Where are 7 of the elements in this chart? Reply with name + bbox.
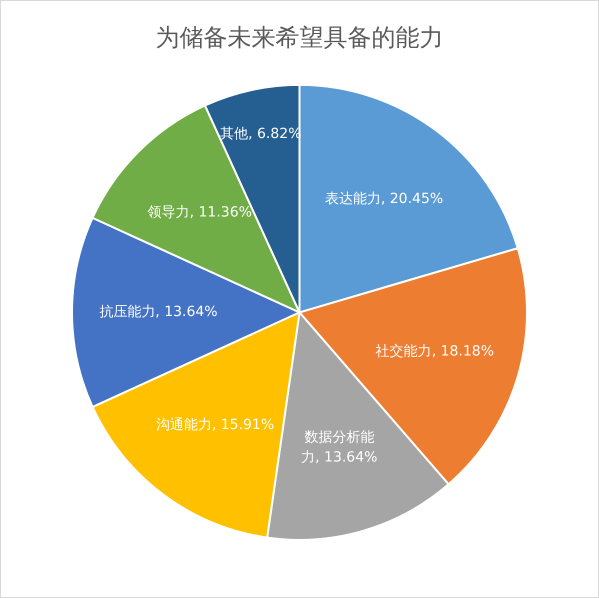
- slice-label: 沟通能力, 15.91%: [156, 416, 274, 433]
- slice-label: 领导力, 11.36%: [148, 204, 252, 220]
- slice-label: 社交能力, 18.18%: [376, 344, 494, 360]
- slice-label: 抗压能力, 13.64%: [99, 304, 218, 320]
- slice-label: 表达能力, 20.45%: [324, 191, 444, 208]
- slice-label: 数据分析能力, 13.64%: [301, 429, 378, 466]
- chart-title: 为储备未来希望具备的能力: [156, 24, 444, 52]
